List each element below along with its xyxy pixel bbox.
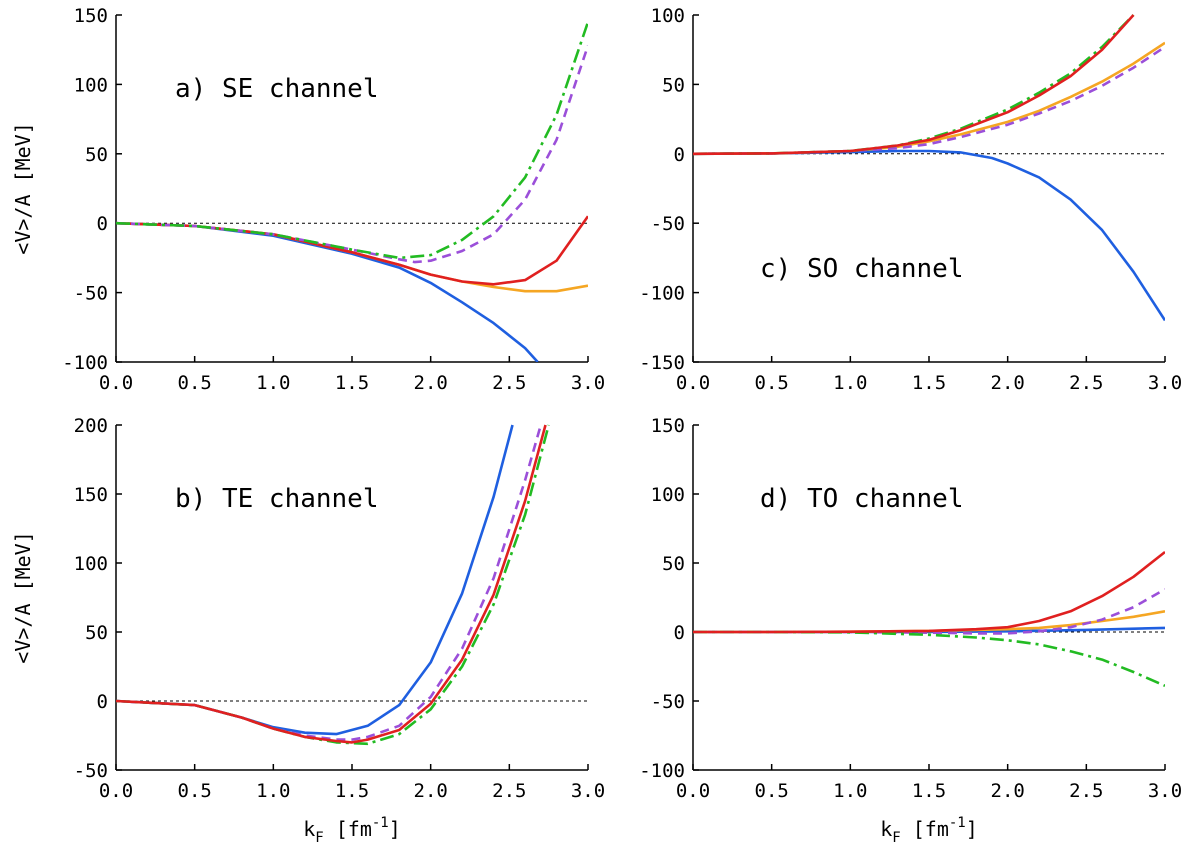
- x-tick-label: 2.5: [492, 372, 526, 394]
- x-tick-label: 0.0: [676, 780, 710, 802]
- y-tick-label: 50: [85, 144, 108, 166]
- y-tick-label: -100: [639, 760, 685, 782]
- y-tick-label: 0: [674, 622, 685, 644]
- x-tick-label: 2.5: [1069, 780, 1103, 802]
- y-tick-label: 0: [97, 691, 108, 713]
- x-tick-label: 2.5: [1069, 372, 1103, 394]
- x-tick-label: 1.5: [335, 372, 369, 394]
- y-tick-label: -100: [62, 352, 108, 374]
- x-tick-label: 0.0: [99, 372, 133, 394]
- x-axis-title: kF [fm-1]: [303, 815, 401, 846]
- y-tick-label: -150: [639, 352, 685, 374]
- y-axis-title: <V>/A [MeV]: [11, 122, 35, 254]
- x-tick-label: 0.5: [755, 780, 789, 802]
- y-tick-label: 50: [662, 74, 685, 96]
- series-line-5: [116, 21, 588, 260]
- y-axis-title: <V>/A [MeV]: [11, 531, 35, 663]
- series-line-3: [116, 215, 588, 286]
- y-tick-label: 50: [85, 622, 108, 644]
- x-tick-label: 1.0: [256, 372, 290, 394]
- series-line-3: [693, 45, 1165, 156]
- y-tick-label: -100: [639, 283, 685, 305]
- x-tick-label: 1.0: [256, 780, 290, 802]
- panel-label: b) TE channel: [175, 484, 379, 514]
- panel-2: 0.0 0.5 1.0 1.5 2.0 2.5 3.0 100 50 0 -50 -100 -150 c)…: [639, 5, 1182, 394]
- panel-4: 0.0 0.5 1.0 1.5 2.0 2.5 3.0 150 100 50 0 -50 -100 d) …: [639, 415, 1182, 846]
- y-tick-label: 0: [674, 144, 685, 166]
- x-tick-label: 2.0: [991, 372, 1025, 394]
- series-line-3: [693, 588, 1165, 635]
- x-axis-title: kF [fm-1]: [880, 815, 978, 846]
- y-tick-label: -50: [74, 760, 108, 782]
- x-tick-label: 3.0: [571, 372, 605, 394]
- panel-label: a) SE channel: [175, 74, 379, 104]
- y-tick-label: 100: [651, 484, 685, 506]
- x-tick-label: 2.0: [414, 372, 448, 394]
- panel-label: c) SO channel: [760, 254, 964, 284]
- x-tick-label: 0.0: [99, 780, 133, 802]
- x-tick-label: 2.0: [991, 780, 1025, 802]
- x-tick-label: 1.5: [912, 372, 946, 394]
- x-tick-label: 3.0: [1148, 372, 1182, 394]
- panel-3: 0.0 0.5 1.0 1.5 2.0 2.5 3.0 200 150 100 50 0 -50 b) T…: [11, 415, 605, 846]
- y-tick-label: 150: [651, 415, 685, 437]
- y-tick-label: 150: [74, 5, 108, 27]
- series-line-5: [693, 14, 1135, 156]
- x-tick-label: 0.5: [178, 780, 212, 802]
- x-tick-label: 1.5: [335, 780, 369, 802]
- x-tick-label: 3.0: [571, 780, 605, 802]
- x-tick-label: 2.5: [492, 780, 526, 802]
- y-tick-label: 0: [97, 213, 108, 235]
- y-tick-label: 200: [74, 415, 108, 437]
- y-tick-label: 100: [651, 5, 685, 27]
- y-tick-label: -50: [651, 213, 685, 235]
- x-tick-label: 0.5: [178, 372, 212, 394]
- x-tick-label: 1.0: [833, 372, 867, 394]
- series-line-2: [116, 424, 543, 741]
- y-tick-label: 150: [74, 484, 108, 506]
- y-tick-label: 100: [74, 553, 108, 575]
- series-line-4: [116, 424, 547, 744]
- y-tick-label: -50: [651, 691, 685, 713]
- series-line-1: [693, 149, 1165, 322]
- series-line-4: [693, 630, 1165, 687]
- x-tick-label: 2.0: [414, 780, 448, 802]
- series-line-4: [693, 14, 1135, 156]
- x-tick-label: 1.5: [912, 780, 946, 802]
- x-tick-label: 1.0: [833, 780, 867, 802]
- x-tick-label: 0.0: [676, 372, 710, 394]
- panel-label: d) TO channel: [760, 484, 964, 514]
- series-line-5: [693, 550, 1165, 634]
- y-tick-label: 50: [662, 553, 685, 575]
- panel-1: 0.0 0.5 1.0 1.5 2.0 2.5 3.0 150 100 50 0 -50 -100 a) …: [11, 5, 605, 394]
- series-line-3: [116, 424, 550, 746]
- x-tick-label: 0.5: [755, 372, 789, 394]
- x-tick-label: 3.0: [1148, 780, 1182, 802]
- y-tick-label: 100: [74, 74, 108, 96]
- series-line-1: [116, 424, 514, 736]
- y-tick-label: -50: [74, 283, 108, 305]
